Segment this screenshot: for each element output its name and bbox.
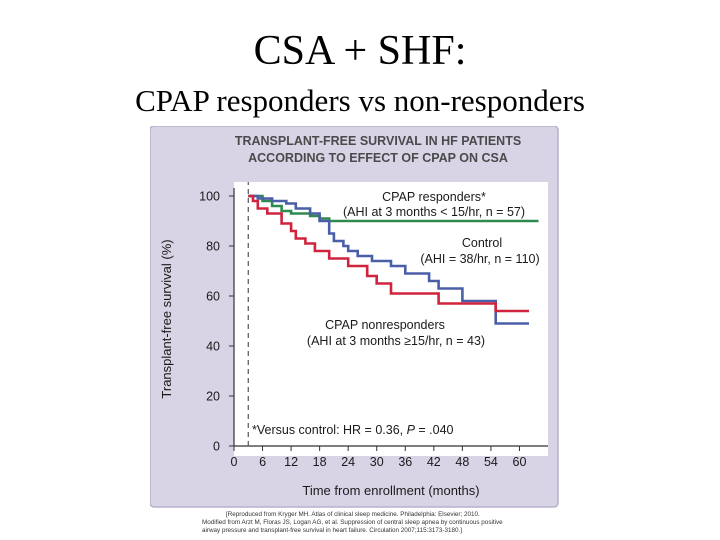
label-control-detail: (AHI = 38/hr, n = 110) [420,252,539,266]
hazard-ratio-annotation: *Versus control: HR = 0.36, P = .040 [252,423,454,437]
figure: TRANSPLANT-FREE SURVIVAL IN HF PATIENTS … [150,126,559,534]
series-labels: CPAP responders* (AHI at 3 months < 15/h… [252,190,540,437]
figure-credits: [Reproduced from Kryger MH. Atlas of cli… [202,511,503,534]
x-tick-label: 24 [341,455,355,469]
x-tick-label: 0 [231,455,238,469]
x-tick-label: 18 [313,455,327,469]
credit-line-1: [Reproduced from Kryger MH. Atlas of cli… [226,511,480,518]
axes [233,182,548,447]
x-tick-label: 36 [398,455,412,469]
y-tick-label: 20 [206,390,220,404]
x-tick-label: 12 [284,455,298,469]
y-tick-label: 100 [199,190,220,204]
x-tick-label: 48 [455,455,469,469]
label-control-name: Control [462,236,502,250]
x-tick-label: 54 [484,455,498,469]
y-tick-label: 0 [213,440,220,454]
series-line-control [248,194,529,325]
x-tick-label: 60 [513,455,527,469]
x-tick-label: 30 [370,455,384,469]
y-tick-label: 80 [206,240,220,254]
slide-title: CSA + SHF: [253,28,467,74]
x-tick-label: 6 [259,455,266,469]
chart-heading: TRANSPLANT-FREE SURVIVAL IN HF PATIENTS … [235,134,521,165]
series-line-nonresponders [248,194,529,313]
slide-subtitle: CPAP responders vs non-responders [135,83,585,118]
series-line-responders [248,194,539,223]
label-responders-name: CPAP responders* [382,190,486,204]
y-axis-label: Transplant-free survival (%) [159,239,174,398]
survival-curves [248,194,539,325]
label-nonresponders-name: CPAP nonresponders [325,318,445,332]
y-tick-label: 40 [206,340,220,354]
x-axis-label: Time from enrollment (months) [302,483,479,498]
x-tick-label: 42 [427,455,441,469]
credit-line-3: airway pressure and transplant-free surv… [202,527,462,534]
label-nonresponders-detail: (AHI at 3 months ≥15/hr, n = 43) [307,334,485,348]
tick-labels: 0 20 40 60 80 100 0 6 12 18 24 30 36 42 48 54 60 [199,190,526,470]
credit-line-2: Modified from Arzt M, Floras JS, Logan A… [202,519,503,526]
label-responders-detail: (AHI at 3 months < 15/hr, n = 57) [343,205,525,219]
y-tick-label: 60 [206,290,220,304]
chart-title-line-1: TRANSPLANT-FREE SURVIVAL IN HF PATIENTS [235,134,521,148]
chart-title-line-2: ACCORDING TO EFFECT OF CPAP ON CSA [248,151,508,165]
